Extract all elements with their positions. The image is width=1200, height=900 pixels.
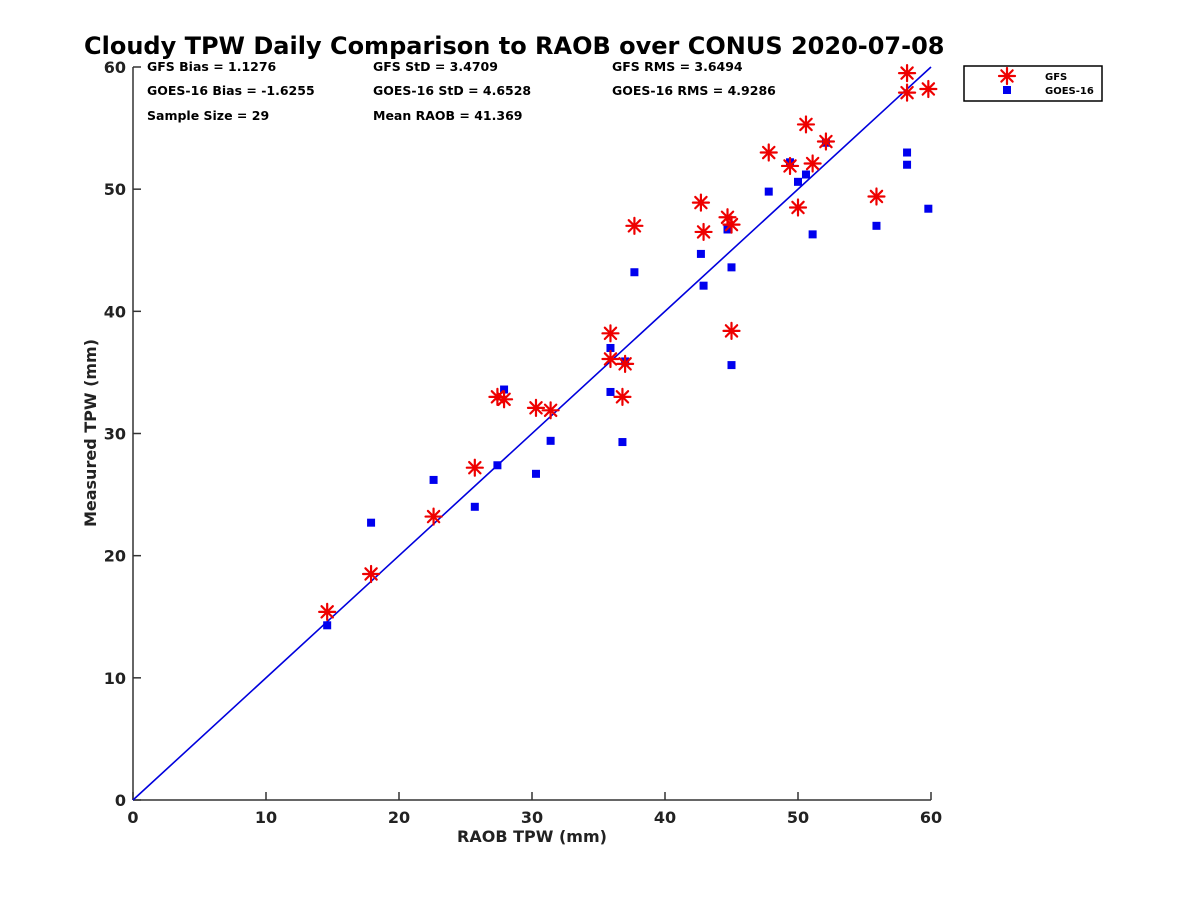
goes16-point — [493, 461, 502, 470]
y-tick-label: 60 — [104, 58, 126, 77]
goes16-point — [367, 518, 376, 527]
x-tick-label: 50 — [787, 808, 809, 827]
gfs-point — [897, 83, 917, 102]
goes16-point — [696, 249, 705, 258]
stat-text: GOES-16 Bias = -1.6255 — [147, 83, 315, 98]
stat-text: Sample Size = 29 — [147, 108, 269, 123]
gfs-point — [601, 349, 620, 369]
gfs-point — [816, 132, 836, 151]
x-tick-label: 0 — [127, 808, 138, 827]
gfs-point — [694, 222, 713, 242]
data-marks — [318, 64, 938, 630]
gfs-point — [796, 115, 816, 134]
goes16-point — [903, 148, 912, 157]
stat-text: GFS Bias = 1.1276 — [147, 59, 277, 74]
goes16-point — [872, 221, 881, 230]
series-goes-16 — [323, 138, 933, 630]
y-tick-label: 30 — [104, 425, 126, 444]
goes16-point — [699, 281, 708, 290]
legend-box — [963, 65, 1103, 102]
plot-axes: 0 10 20 30 40 50 60 0 10 20 30 40 50 60 — [104, 58, 942, 827]
gfs-point — [722, 321, 741, 340]
gfs-point — [691, 193, 711, 212]
goes16-point — [924, 204, 933, 213]
x-tick-label: 60 — [920, 808, 942, 827]
gfs-point — [541, 401, 560, 420]
gfs-point — [318, 602, 337, 621]
goes16-point — [470, 502, 479, 511]
stat-text: GFS StD = 3.4709 — [373, 59, 498, 74]
gfs-point — [919, 79, 938, 99]
goes16-point — [531, 469, 540, 478]
gfs-point — [526, 398, 546, 417]
goes16-point — [794, 177, 802, 186]
series-gfs — [318, 64, 938, 621]
gfs-point — [361, 564, 381, 584]
legend-marker-goes-16 — [1003, 86, 1011, 94]
legend-label: GFS — [1045, 72, 1067, 83]
gfs-point — [625, 216, 644, 235]
goes16-point — [546, 436, 555, 445]
gfs-point — [803, 154, 822, 173]
goes16-point — [630, 268, 639, 277]
stat-text: GFS RMS = 3.6494 — [612, 59, 743, 74]
stat-text: GOES-16 StD = 4.6528 — [373, 83, 531, 98]
x-tick-label: 30 — [521, 808, 543, 827]
x-tick-label: 40 — [654, 808, 676, 827]
gfs-point — [613, 387, 632, 406]
one-to-one-line — [132, 66, 932, 801]
goes16-point — [727, 361, 736, 370]
goes16-point — [606, 387, 615, 396]
gfs-point — [788, 198, 808, 217]
gfs-point — [601, 324, 620, 343]
reference-line-group — [132, 66, 932, 801]
y-tick-label: 0 — [115, 791, 126, 810]
gfs-point — [494, 390, 514, 409]
gfs-point — [718, 208, 737, 227]
goes16-point — [606, 343, 615, 352]
goes16-point — [618, 438, 627, 447]
stat-text: Mean RAOB = 41.369 — [373, 108, 522, 123]
x-tick-label: 10 — [255, 808, 277, 827]
goes16-point — [903, 160, 912, 169]
stat-text: GOES-16 RMS = 4.9286 — [612, 83, 776, 98]
gfs-point — [615, 354, 635, 373]
gfs-point — [424, 507, 443, 526]
gfs-point — [897, 64, 917, 83]
goes16-point — [727, 263, 736, 272]
goes16-point — [500, 385, 509, 394]
gfs-point — [722, 215, 741, 234]
gfs-point — [759, 143, 778, 162]
goes16-point — [801, 170, 810, 179]
goes16-point — [764, 187, 773, 196]
y-tick-label: 40 — [104, 302, 126, 321]
goes16-point — [429, 475, 438, 484]
gfs-point — [867, 187, 886, 206]
y-tick-label: 20 — [104, 547, 126, 566]
x-tick-label: 20 — [388, 808, 410, 827]
gfs-point — [465, 458, 484, 477]
y-axis-label: Measured TPW (mm) — [81, 339, 100, 527]
y-tick-label: 10 — [104, 669, 126, 688]
legend-marker-gfs — [997, 66, 1017, 86]
goes16-point — [323, 621, 332, 630]
chart-title: Cloudy TPW Daily Comparison to RAOB over… — [84, 32, 944, 60]
gfs-point — [780, 156, 800, 176]
legend: GFS GOES-16 — [963, 65, 1103, 102]
y-tick-label: 50 — [104, 180, 126, 199]
goes16-point — [808, 230, 817, 239]
legend-label: GOES-16 — [1045, 86, 1094, 97]
x-axis-label: RAOB TPW (mm) — [457, 827, 607, 846]
stats-block: GFS Bias = 1.1276 GFS StD = 3.4709 GFS RMS… — [147, 59, 776, 123]
